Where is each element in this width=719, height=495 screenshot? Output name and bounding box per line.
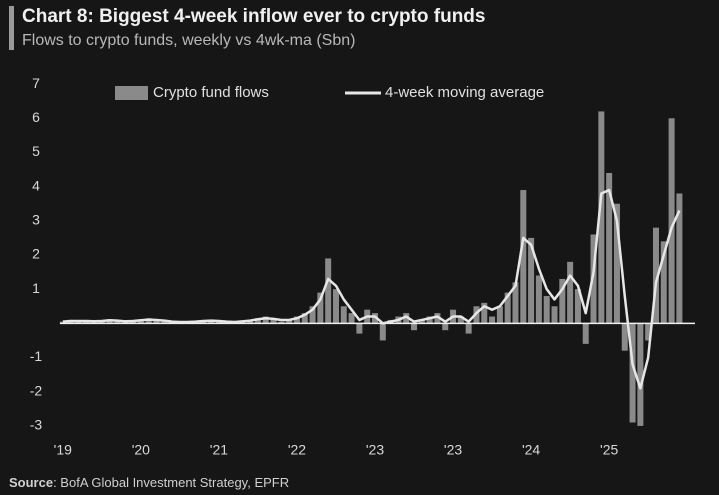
bar (481, 302, 488, 324)
source-text: : BofA Global Investment Strategy, EPFR (53, 475, 289, 490)
bar (309, 306, 316, 324)
bar (137, 319, 144, 324)
bar (317, 292, 324, 324)
y-tick-label: 4 (32, 177, 40, 193)
bar (613, 203, 620, 324)
x-tick-label: '22 (288, 442, 306, 458)
bar (457, 316, 464, 324)
bar (652, 227, 659, 324)
bar (465, 323, 472, 334)
bar (348, 313, 355, 324)
bar (668, 118, 675, 324)
bar (332, 289, 339, 324)
bar (153, 319, 160, 324)
bar (161, 321, 168, 324)
y-tick-label: 1 (32, 280, 40, 296)
y-tick-label: 3 (32, 212, 40, 228)
y-tick-label: 7 (32, 75, 40, 91)
x-tick-label: '20 (132, 442, 150, 458)
bar (574, 289, 581, 324)
source: Source: BofA Global Investment Strategy,… (9, 475, 289, 490)
bar (215, 321, 222, 324)
bar (286, 319, 293, 324)
bar (356, 323, 363, 334)
chart-subtitle: Flows to crypto funds, weekly vs 4wk-ma … (22, 32, 355, 49)
bar (551, 306, 558, 324)
bar (340, 306, 347, 324)
bar (254, 318, 261, 324)
y-tick-label: -1 (30, 348, 43, 364)
bar (676, 193, 683, 324)
bar (660, 241, 667, 324)
bar (528, 237, 535, 324)
x-tick-label: '21 (210, 442, 228, 458)
bar (403, 313, 410, 324)
bar (621, 323, 628, 351)
bar (543, 296, 550, 324)
bar (270, 319, 277, 324)
legend-swatch (115, 86, 148, 100)
bar (411, 323, 418, 331)
bar (637, 323, 644, 426)
source-label: Source (9, 475, 53, 490)
bar (325, 258, 332, 324)
bar (372, 313, 378, 324)
bar (379, 323, 386, 341)
bar (535, 275, 542, 324)
bar (606, 172, 613, 324)
bar (114, 321, 121, 324)
bar (75, 321, 82, 324)
bar (582, 323, 589, 344)
bar (520, 190, 527, 324)
x-tick-label: '23 (444, 442, 462, 458)
bar (512, 282, 519, 324)
bar (301, 313, 308, 324)
bar (504, 292, 511, 324)
y-tick-label: 6 (32, 109, 40, 125)
x-tick-label: '25 (600, 442, 618, 458)
bar (278, 321, 285, 324)
bar (489, 316, 496, 324)
bar (293, 316, 300, 324)
bar (645, 323, 652, 341)
bar (496, 306, 503, 324)
bar (559, 278, 566, 324)
bar (629, 323, 636, 423)
x-tick-label: '19 (54, 442, 72, 458)
x-tick-label: '24 (522, 442, 540, 458)
y-tick-label: 2 (32, 246, 40, 262)
bar (426, 316, 433, 324)
bar (59, 321, 66, 324)
bar (434, 313, 441, 324)
bar (590, 234, 597, 324)
bar (598, 111, 605, 324)
chart-title: Chart 8: Biggest 4-week inflow ever to c… (22, 6, 485, 27)
bar (442, 323, 449, 331)
y-tick-label: -2 (30, 382, 43, 398)
bar (567, 261, 574, 324)
y-tick-label: 5 (32, 143, 40, 159)
y-tick-label: -3 (30, 417, 43, 433)
bar (262, 316, 269, 324)
title-accent (9, 6, 14, 50)
bar (418, 319, 425, 324)
legend-label: 4-week moving average (385, 84, 544, 101)
legend-label: Crypto fund flows (153, 84, 269, 101)
moving-average-line (62, 188, 681, 390)
x-tick-label: '23 (366, 442, 384, 458)
